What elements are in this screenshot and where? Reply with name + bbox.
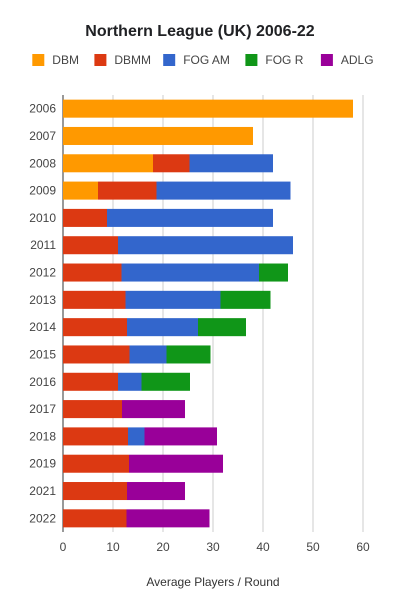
bar-fog-am-2013 (125, 290, 221, 309)
x-tick-label: 50 (306, 540, 320, 554)
bar-fog-r-2013 (220, 290, 271, 309)
bar-dbm-2008 (63, 154, 153, 173)
bar-dbmm-2016 (63, 372, 118, 391)
bar-adlg-2017 (122, 400, 185, 419)
bar-adlg-2018 (144, 427, 217, 446)
bar-dbmm-2012 (63, 263, 122, 282)
x-tick-label: 10 (106, 540, 120, 554)
bar-fog-r-2016 (141, 372, 190, 391)
bar-dbmm-2018 (63, 427, 128, 446)
y-tick-label: 2021 (29, 484, 56, 498)
x-tick-label: 30 (206, 540, 220, 554)
legend-item-fog-am: FOG AM (163, 53, 230, 67)
legend-item-dbmm: DBMM (94, 53, 151, 67)
y-tick-label: 2014 (29, 320, 56, 334)
y-tick-label: 2013 (29, 293, 56, 307)
bar-fog-am-2014 (127, 318, 198, 337)
y-tick-label: 2018 (29, 429, 56, 443)
legend-swatch (245, 54, 258, 66)
x-axis-title: Average Players / Round (146, 575, 279, 589)
legend-label: DBM (52, 53, 79, 67)
bar-dbmm-2008 (153, 154, 190, 173)
legend-item-adlg: ADLG (320, 53, 374, 67)
y-tick-label: 2011 (30, 238, 56, 252)
bar-fog-am-2015 (129, 345, 167, 364)
y-tick-label: 2022 (29, 511, 56, 525)
bar-dbmm-2014 (63, 318, 127, 337)
bar-dbmm-2022 (63, 509, 127, 528)
bar-fog-am-2008 (189, 154, 273, 173)
bar-dbmm-2015 (63, 345, 130, 364)
bar-fog-am-2010 (107, 208, 273, 227)
legend-label: FOG R (265, 53, 303, 67)
x-axis-tick-labels: 0 10 20 30 40 50 60 (60, 540, 370, 554)
x-tick-label: 20 (156, 540, 170, 554)
bar-dbmm-2019 (63, 454, 129, 473)
bar-adlg-2022 (126, 509, 210, 528)
bar-dbmm-2021 (63, 482, 127, 501)
bar-fog-r-2014 (198, 318, 246, 337)
legend-item-dbm: DBM (32, 53, 79, 67)
legend-swatch (94, 54, 107, 66)
x-tick-label: 60 (356, 540, 370, 554)
legend: DBM DBMM FOG AM FOG R ADLG (32, 53, 374, 67)
bar-dbmm-2011 (63, 236, 118, 255)
bar-adlg-2021 (127, 482, 185, 501)
bar-dbmm-2013 (63, 290, 126, 309)
y-tick-label: 2012 (29, 266, 56, 280)
y-axis-tick-labels: 2006 2007 2008 2009 2010 2011 2012 2013 2014 2015… (29, 102, 56, 526)
legend-item-fog-r: FOG R (245, 53, 304, 67)
x-tick-label: 0 (60, 540, 67, 554)
legend-swatch (163, 54, 176, 66)
y-tick-label: 2007 (29, 129, 56, 143)
bar-fog-r-2012 (259, 263, 288, 282)
y-tick-label: 2016 (29, 375, 56, 389)
bar-fog-am-2009 (156, 181, 291, 200)
y-tick-label: 2006 (29, 102, 56, 116)
x-tick-label: 40 (256, 540, 270, 554)
bar-dbmm-2017 (63, 400, 122, 419)
bar-dbm-2007 (63, 126, 253, 145)
y-tick-label: 2019 (29, 457, 56, 471)
bar-dbm-2006 (63, 99, 353, 118)
y-tick-label: 2009 (29, 184, 56, 198)
legend-label: ADLG (341, 53, 374, 67)
y-tick-label: 2017 (29, 402, 56, 416)
bar-fog-r-2015 (166, 345, 211, 364)
legend-label: DBMM (114, 53, 151, 67)
legend-swatch (32, 54, 45, 66)
bar-dbm-2009 (63, 181, 98, 200)
bars (63, 99, 353, 528)
legend-label: FOG AM (183, 53, 230, 67)
bar-fog-am-2011 (118, 236, 293, 255)
legend-swatch (320, 54, 333, 66)
bar-dbmm-2009 (98, 181, 157, 200)
y-tick-label: 2008 (29, 156, 56, 170)
bar-dbmm-2010 (63, 208, 107, 227)
y-tick-label: 2015 (29, 347, 56, 361)
bar-adlg-2019 (129, 454, 223, 473)
bar-fog-am-2018 (128, 427, 145, 446)
chart-title: Northern League (UK) 2006-22 (85, 23, 314, 40)
y-tick-label: 2010 (29, 211, 56, 225)
bar-fog-am-2016 (118, 372, 142, 391)
bar-fog-am-2012 (121, 263, 259, 282)
